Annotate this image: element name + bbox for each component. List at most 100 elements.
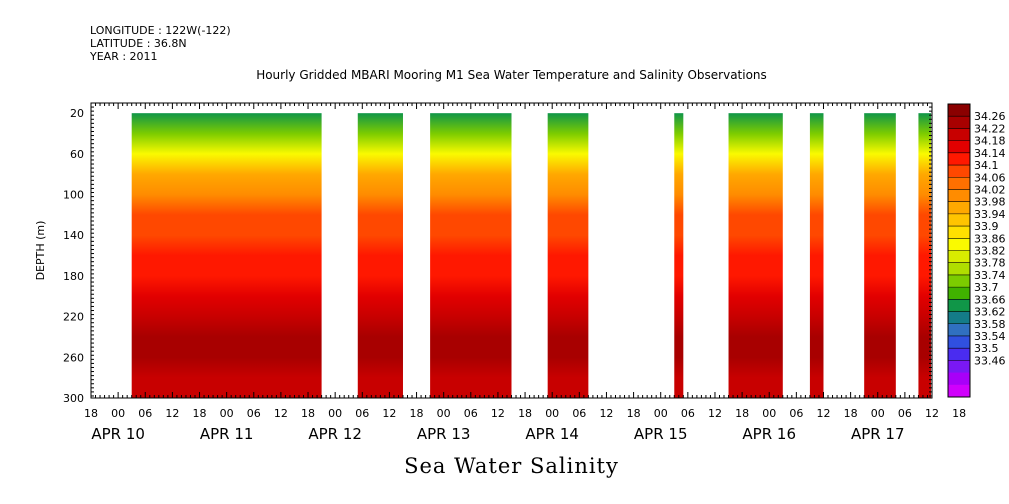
y-tick-label: 140 (63, 229, 84, 242)
y-tick-label: 180 (63, 270, 84, 283)
colorbar-label: 33.74 (974, 269, 1006, 282)
colorbar-label: 33.98 (974, 196, 1006, 209)
colorbar-swatch (948, 348, 970, 361)
colorbar-swatch (948, 140, 970, 154)
colorbar-swatch (948, 116, 970, 129)
y-tick-label: 100 (63, 189, 84, 202)
x-tick-label: 06 (898, 407, 912, 420)
colorbar-label: 34.22 (974, 122, 1006, 135)
x-day-label: APR 17 (851, 425, 905, 443)
x-tick-label: 06 (247, 407, 261, 420)
colorbar-swatch (948, 226, 970, 239)
colorbar: 34.2634.2234.1834.1434.134.0634.0233.983… (947, 103, 1006, 398)
x-tick-label: 12 (599, 407, 613, 420)
x-tick-label: 00 (762, 407, 776, 420)
colorbar-label: 34.1 (974, 159, 999, 172)
data-segment (918, 113, 931, 398)
colorbar-label: 34.18 (974, 135, 1006, 148)
y-tick-label: 300 (63, 392, 84, 405)
colorbar-label: 33.9 (974, 220, 999, 233)
x-tick-label: 12 (925, 407, 939, 420)
x-day-label: APR 14 (525, 425, 579, 443)
colorbar-swatch (948, 274, 970, 288)
x-tick-label: 06 (789, 407, 803, 420)
x-tick-label: 00 (111, 407, 125, 420)
data-segment (547, 113, 589, 398)
y-axis: 20 60 100 140 180 220 260 300 (63, 102, 932, 405)
x-tick-label: 18 (193, 407, 207, 420)
x-day-label: APR 12 (308, 425, 362, 443)
colorbar-label: 33.82 (974, 245, 1006, 258)
x-tick-label: 00 (545, 407, 559, 420)
colorbar-swatch (948, 384, 970, 398)
x-tick-label: 18 (84, 407, 98, 420)
x-tick-label: 12 (816, 407, 830, 420)
x-tick-label: 00 (437, 407, 451, 420)
x-tick-label: 06 (355, 407, 369, 420)
colorbar-label: 33.7 (974, 281, 999, 294)
y-tick-label: 60 (70, 148, 84, 161)
x-tick-label: 18 (410, 407, 424, 420)
x-tick-label: 12 (274, 407, 288, 420)
colorbar-label: 33.86 (974, 232, 1006, 245)
colorbar-label: 33.54 (974, 330, 1006, 343)
x-tick-label: 12 (491, 407, 505, 420)
x-tick-label: 18 (627, 407, 641, 420)
x-tick-label: 12 (382, 407, 396, 420)
colorbar-label: 33.94 (974, 208, 1006, 221)
colorbar-swatch (948, 177, 970, 190)
colorbar-swatch (948, 165, 970, 178)
colorbar-swatch (948, 128, 970, 142)
x-tick-label: 12 (708, 407, 722, 420)
x-day-label: APR 13 (417, 425, 471, 443)
colorbar-swatch (948, 299, 970, 313)
y-tick-label: 20 (70, 107, 84, 120)
y-tick-label: 260 (63, 351, 84, 364)
data-segment (674, 113, 684, 398)
x-tick-label: 12 (165, 407, 179, 420)
colorbar-swatch (948, 335, 970, 349)
x-tick-label: 18 (844, 407, 858, 420)
x-day-label: APR 10 (91, 425, 145, 443)
colorbar-label: 33.5 (974, 342, 999, 355)
colorbar-label: 33.58 (974, 318, 1006, 331)
chart-title: Hourly Gridded MBARI Mooring M1 Sea Wate… (256, 68, 767, 82)
colorbar-swatch (948, 287, 970, 300)
colorbar-label: 33.66 (974, 293, 1006, 306)
x-tick-label: 18 (518, 407, 532, 420)
data-segments (131, 113, 931, 398)
x-tick-label: 00 (871, 407, 885, 420)
colorbar-label: 33.78 (974, 257, 1006, 270)
data-segment (809, 113, 824, 398)
colorbar-label: 34.02 (974, 183, 1006, 196)
x-day-label: APR 15 (634, 425, 688, 443)
x-axis: 18 00 06 12 18 00 06 12 18 00 06 12 18 00 06 12 18 00 06 12… (84, 103, 966, 443)
year-label: YEAR : 2011 (90, 50, 158, 63)
colorbar-label: 34.26 (974, 110, 1006, 123)
x-tick-label: 00 (220, 407, 234, 420)
data-segment (357, 113, 403, 398)
x-tick-label: 06 (681, 407, 695, 420)
colorbar-swatch (948, 311, 970, 325)
colorbar-swatch (948, 262, 970, 276)
colorbar-swatch (948, 250, 970, 264)
x-tick-label: 00 (654, 407, 668, 420)
colorbar-swatch (948, 213, 970, 227)
x-day-label: APR 16 (742, 425, 796, 443)
colorbar-label: 33.62 (974, 306, 1006, 319)
x-tick-label: 00 (328, 407, 342, 420)
colorbar-label: 33.46 (974, 354, 1006, 367)
colorbar-label: 34.06 (974, 171, 1006, 184)
data-segment (430, 113, 512, 398)
x-tick-label: 18 (735, 407, 749, 420)
colorbar-swatch (948, 104, 970, 117)
colorbar-swatch (948, 152, 970, 166)
longitude-label: LONGITUDE : 122W(-122) (90, 24, 231, 37)
data-segment (728, 113, 783, 398)
colorbar-swatch (948, 360, 970, 374)
colorbar-swatch (948, 372, 970, 386)
x-tick-label: 18 (952, 407, 966, 420)
y-axis-label: DEPTH (m) (34, 221, 47, 281)
data-segment (864, 113, 896, 398)
colorbar-swatch (948, 238, 970, 251)
